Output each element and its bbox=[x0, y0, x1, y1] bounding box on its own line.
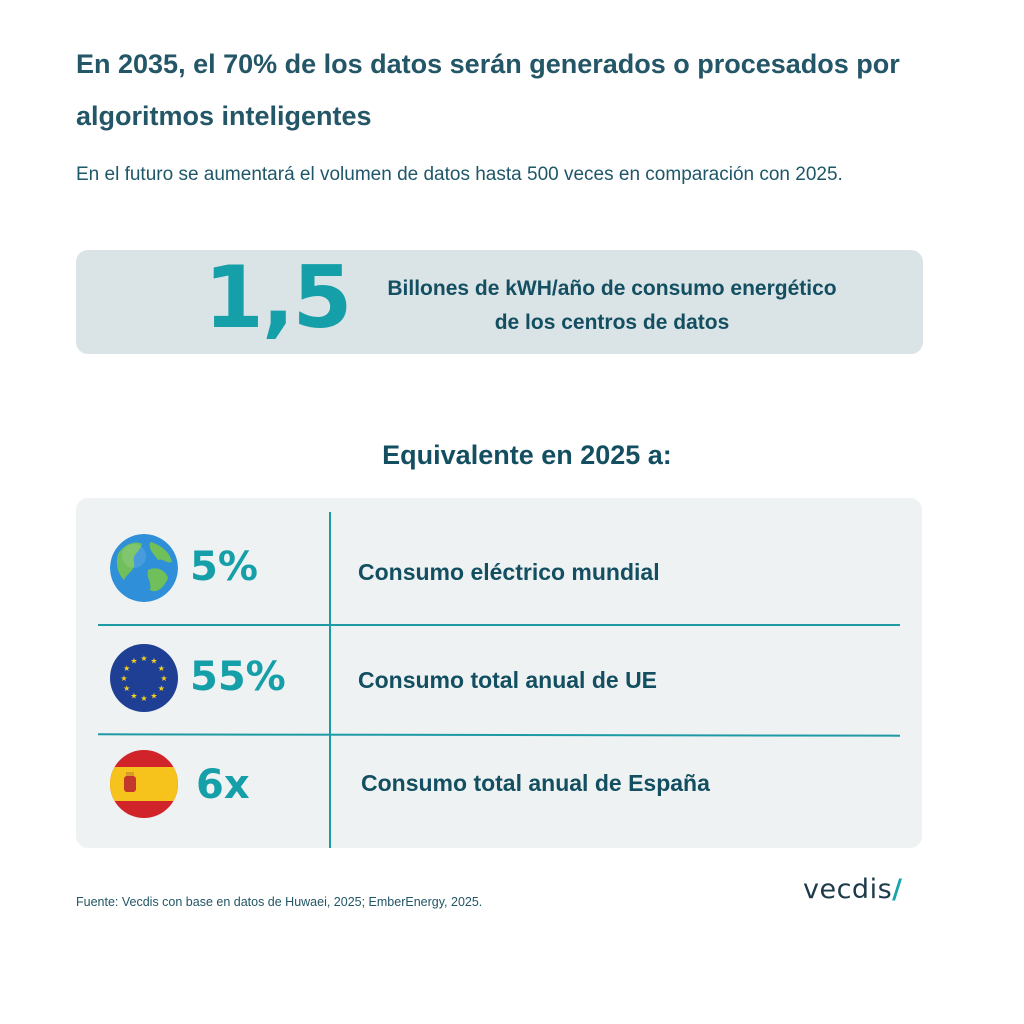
row-value: 5% bbox=[190, 544, 258, 590]
column-divider bbox=[329, 512, 331, 848]
spain-flag-icon bbox=[110, 750, 178, 818]
page-title: En 2035, el 70% de los datos serán gener… bbox=[76, 49, 900, 131]
globe-icon bbox=[110, 534, 178, 602]
star-icon: ★ bbox=[130, 657, 137, 666]
row-label: Consumo total anual de España bbox=[361, 770, 710, 796]
star-icon: ★ bbox=[158, 684, 165, 693]
star-icon: ★ bbox=[160, 674, 167, 683]
star-icon: ★ bbox=[120, 674, 127, 683]
vecdis-logo: vecdis/ bbox=[803, 874, 903, 905]
logo-mark: / bbox=[892, 874, 903, 905]
star-icon: ★ bbox=[140, 654, 147, 663]
table-row: 5% Consumo eléctrico mundial bbox=[76, 498, 922, 608]
row-value: 55% bbox=[190, 654, 286, 700]
star-icon: ★ bbox=[130, 691, 137, 700]
row-label: Consumo eléctrico mundial bbox=[358, 559, 660, 585]
eu-flag-icon: ★ ★ ★ ★ ★ ★ ★ ★ ★ ★ ★ ★ bbox=[110, 644, 178, 712]
equivalence-heading: Equivalente en 2025 a: bbox=[382, 440, 672, 470]
hero-stat-box: 1,5 Billones de kWH/año de consumo energ… bbox=[76, 248, 923, 354]
hero-description: Billones de kWH/año de consumo energétic… bbox=[387, 277, 837, 334]
table-row: ★ ★ ★ ★ ★ ★ ★ ★ ★ ★ ★ ★ 55% Consumo total anual de … bbox=[76, 608, 922, 718]
logo-text: vecdis bbox=[803, 874, 893, 905]
row-value: 6x bbox=[196, 762, 250, 808]
star-icon: ★ bbox=[123, 684, 130, 693]
source-note: Fuente: Vecdis con base en datos de Huwa… bbox=[76, 895, 483, 909]
table-row: 6x Consumo total anual de España bbox=[76, 718, 922, 828]
star-icon: ★ bbox=[150, 657, 157, 666]
row-label: Consumo total anual de UE bbox=[358, 667, 658, 693]
star-icon: ★ bbox=[123, 664, 130, 673]
star-icon: ★ bbox=[150, 691, 157, 700]
page-subtitle: En el futuro se aumentará el volumen de … bbox=[76, 164, 843, 185]
star-icon: ★ bbox=[140, 694, 147, 703]
star-icon: ★ bbox=[158, 664, 165, 673]
equivalence-table: 5% Consumo eléctrico mundial ★ ★ ★ ★ ★ ★ ★ ★ ★ ★ ★… bbox=[76, 498, 922, 848]
row-divider bbox=[98, 624, 900, 626]
hero-value: 1,5 bbox=[204, 248, 352, 348]
